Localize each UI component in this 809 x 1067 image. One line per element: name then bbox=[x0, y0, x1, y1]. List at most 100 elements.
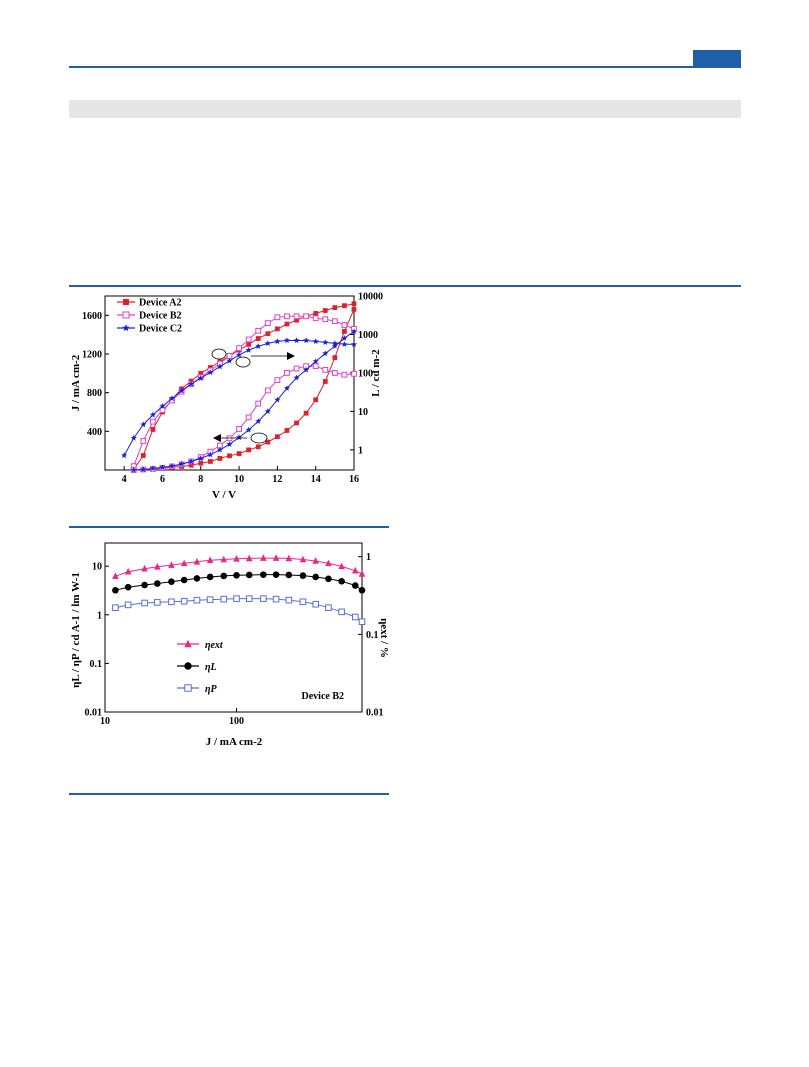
device-b2-luminance-point bbox=[255, 400, 262, 407]
current-axis-arrow-head bbox=[213, 434, 221, 442]
y-tick-label: 1600 bbox=[82, 311, 102, 322]
series-eta-ext-point bbox=[351, 566, 359, 574]
device-b2-current-point bbox=[236, 345, 242, 352]
device-c2-luminance-point bbox=[331, 342, 338, 349]
device-c2-current-point bbox=[255, 343, 262, 349]
series-eta-l-point bbox=[299, 572, 307, 579]
device-c2-luminance-point bbox=[130, 466, 137, 473]
device-a2-luminance-point bbox=[351, 306, 357, 312]
series-eta-ext-point bbox=[141, 564, 148, 572]
efficiency-y2-axis-label: ηext / % bbox=[378, 618, 389, 658]
figure-top-rule bbox=[69, 285, 741, 287]
device-c2-current-point bbox=[303, 337, 310, 344]
luminance-annotation-ellipse bbox=[211, 348, 227, 360]
x-tick-label: 14 bbox=[311, 474, 321, 485]
device-b2-current-point bbox=[341, 322, 348, 328]
device-a2-current-point bbox=[198, 370, 204, 376]
device-c2-current-point bbox=[169, 395, 176, 402]
series-eta-ext-point bbox=[325, 559, 332, 567]
series-eta-l-point bbox=[233, 571, 240, 579]
device-c2-luminance-point bbox=[245, 426, 252, 433]
series-eta-ext-point bbox=[193, 557, 201, 565]
legend-marker bbox=[184, 684, 192, 692]
y-tick-label: 0.1 bbox=[90, 659, 103, 670]
device-a2-luminance-point bbox=[246, 447, 252, 453]
device-a2-luminance-point bbox=[313, 397, 319, 403]
device-a2-current-point bbox=[140, 453, 146, 458]
luminance-axis-arrow-head bbox=[287, 352, 295, 360]
device-a2-luminance-point bbox=[265, 439, 271, 445]
y2-tick-label: 1 bbox=[358, 445, 363, 456]
device-b2-luminance-point bbox=[284, 370, 290, 376]
series-eta-p-point bbox=[168, 598, 175, 606]
device-b2-current-point bbox=[303, 313, 310, 320]
device-a2-current-point bbox=[313, 311, 319, 316]
device-c2-luminance-point bbox=[207, 451, 214, 458]
device-c2-current-point bbox=[245, 346, 252, 353]
device-c2-luminance-point bbox=[178, 460, 185, 467]
efficiency-plot-frame bbox=[104, 542, 363, 713]
device-a2-luminance-point bbox=[217, 456, 223, 461]
series-eta-ext-point bbox=[180, 559, 188, 567]
series-eta-p-point bbox=[358, 618, 366, 626]
device-c2-current-point bbox=[293, 337, 300, 344]
series-eta-ext-point bbox=[299, 555, 307, 563]
series-eta-ext-point bbox=[358, 570, 366, 577]
y2-tick-label: 1 bbox=[366, 552, 371, 563]
device-b2-luminance-point bbox=[245, 414, 252, 421]
device-c2-luminance-point bbox=[159, 464, 166, 470]
series-eta-l-point bbox=[260, 571, 267, 578]
series-eta-ext-point bbox=[338, 562, 345, 570]
device-a2-current-point bbox=[265, 331, 271, 337]
device-b2-luminance-point bbox=[341, 371, 348, 378]
x-tick-label: 6 bbox=[160, 474, 165, 485]
y-tick-label: 400 bbox=[87, 427, 102, 438]
device-c2-current-point bbox=[274, 338, 281, 344]
series-eta-p-point bbox=[272, 595, 280, 603]
device-c2-current-point bbox=[121, 452, 128, 459]
device-c2-current-point bbox=[236, 351, 243, 358]
series-eta-p-point bbox=[260, 595, 267, 602]
x-tick-label: 16 bbox=[349, 474, 359, 485]
device-a2-current-point bbox=[274, 326, 280, 332]
device-a2-luminance-point bbox=[255, 444, 261, 450]
device-c2-current-point bbox=[178, 387, 185, 394]
device-a2-luminance-point bbox=[274, 434, 280, 440]
device-a2-current-point bbox=[342, 303, 347, 309]
device-c2-luminance-point bbox=[140, 466, 147, 472]
device-a2-current-point bbox=[207, 365, 213, 370]
device-a2-luminance-point bbox=[236, 451, 242, 457]
device-a2-luminance-point bbox=[303, 410, 309, 416]
device-a2-luminance-point bbox=[227, 453, 232, 459]
device-b2-current-point bbox=[284, 313, 290, 320]
device-b2-current-point bbox=[264, 320, 271, 326]
series-eta-l-point bbox=[245, 571, 253, 579]
series-eta-l-point bbox=[206, 573, 214, 581]
device-b2-current-point bbox=[245, 336, 252, 343]
x-tick-label: 10 bbox=[100, 716, 110, 727]
x-tick-label: 100 bbox=[229, 716, 244, 727]
jvl-plot-frame bbox=[104, 295, 355, 471]
y-tick-label: 1 bbox=[97, 610, 102, 621]
y2-tick-label: 1000 bbox=[358, 330, 378, 341]
figure-bottom-rule bbox=[69, 793, 389, 795]
device-a2-current-point bbox=[294, 317, 299, 323]
device-a2-current-point bbox=[332, 305, 338, 310]
device-c2-luminance-point bbox=[303, 366, 310, 373]
device-c2-luminance-point bbox=[255, 418, 262, 424]
device-b2-luminance-point bbox=[274, 377, 281, 384]
series-eta-p-point bbox=[299, 598, 307, 606]
device-a2-luminance-point bbox=[198, 460, 204, 466]
series-eta-p-point bbox=[325, 604, 332, 611]
device-c2-luminance-point bbox=[149, 465, 156, 471]
device-c2-luminance-point bbox=[236, 434, 243, 441]
device-c2-luminance-point bbox=[274, 396, 281, 403]
y-tick-label: 800 bbox=[87, 388, 102, 399]
x-tick-label: 4 bbox=[122, 474, 127, 485]
device-a2-luminance-point bbox=[322, 379, 328, 384]
device-c2-luminance-point bbox=[188, 458, 195, 465]
series-eta-ext-point bbox=[245, 554, 253, 562]
jvl-legend: Device A2 Device B2 Device C2 bbox=[117, 298, 182, 335]
series-eta-l-point bbox=[325, 575, 332, 583]
device-c2-current-point bbox=[226, 357, 233, 364]
